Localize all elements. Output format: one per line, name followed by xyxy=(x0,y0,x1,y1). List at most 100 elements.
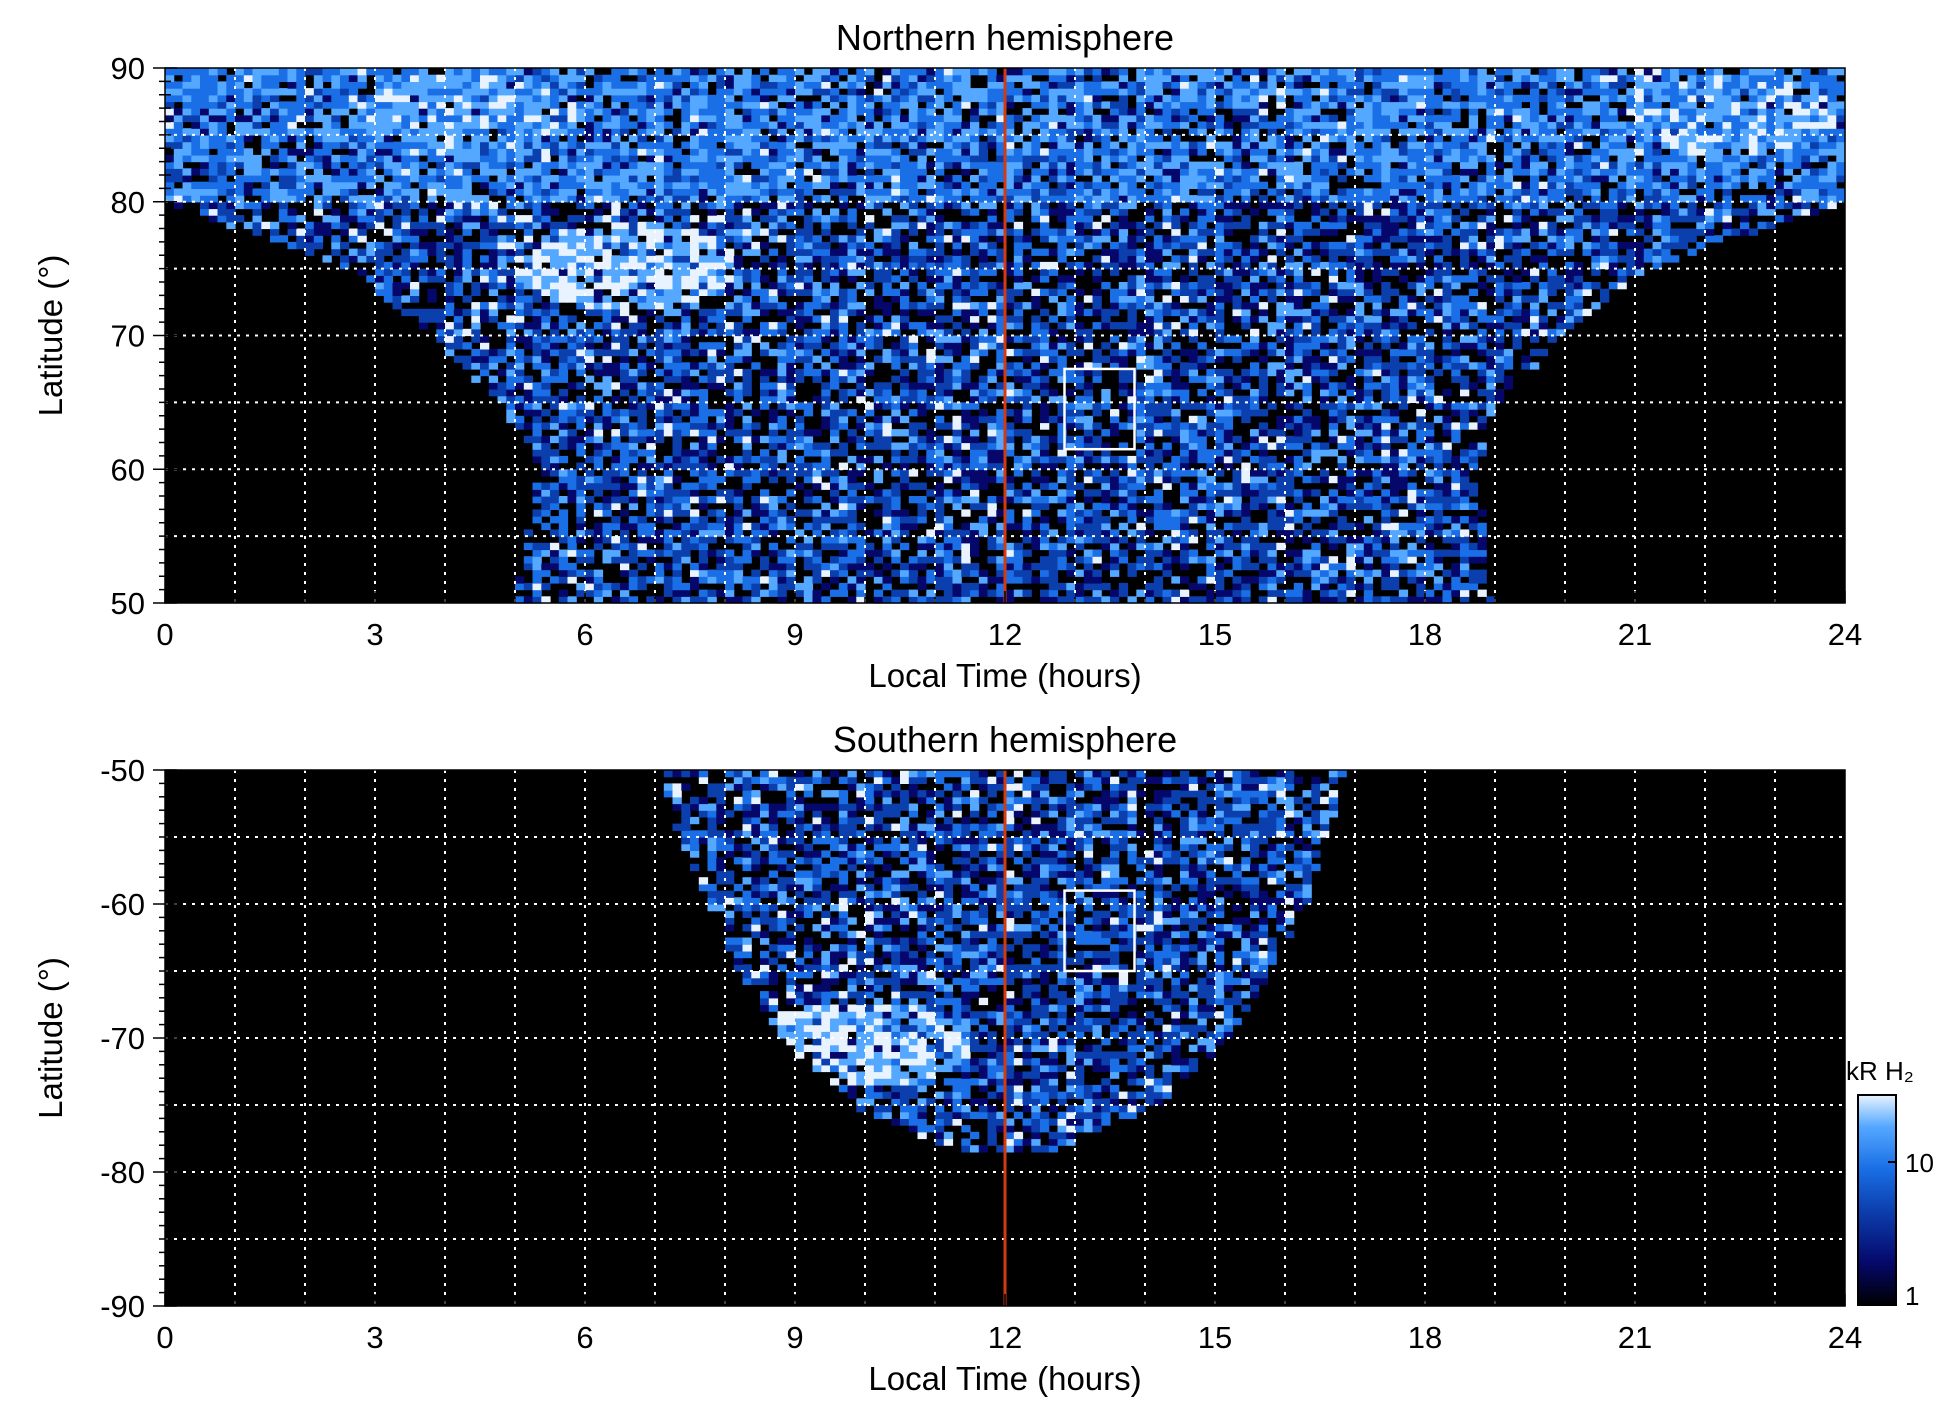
heatmap-cell xyxy=(611,221,621,230)
heatmap-cell xyxy=(1433,509,1444,517)
heatmap-cell xyxy=(1381,342,1391,350)
heatmap-cell xyxy=(611,335,621,343)
heatmap-cell xyxy=(313,235,324,243)
heatmap-cell xyxy=(978,569,989,577)
heatmap-cell xyxy=(541,335,551,343)
heatmap-cell xyxy=(1171,422,1181,430)
heatmap-cell xyxy=(768,261,779,270)
heatmap-cell xyxy=(1530,221,1540,230)
heatmap-cell xyxy=(663,295,674,303)
heatmap-cell xyxy=(768,295,779,303)
heatmap-cell xyxy=(1215,235,1225,243)
heatmap-cell xyxy=(987,462,997,470)
heatmap-cell xyxy=(1495,328,1505,337)
heatmap-cell xyxy=(1223,489,1234,497)
heatmap-cell xyxy=(1153,268,1164,276)
heatmap-cell xyxy=(1005,389,1015,397)
heatmap-cell xyxy=(550,275,560,283)
heatmap-cell xyxy=(1127,502,1137,510)
heatmap-cell xyxy=(602,475,612,484)
heatmap-cell xyxy=(1110,261,1120,270)
heatmap-cell xyxy=(777,556,787,564)
heatmap-cell xyxy=(497,261,507,270)
heatmap-cell xyxy=(1416,576,1426,584)
heatmap-cell xyxy=(733,395,744,403)
heatmap-cell xyxy=(830,355,840,363)
heatmap-cell xyxy=(1433,228,1444,236)
heatmap-cell xyxy=(768,228,779,236)
heatmap-cell xyxy=(1136,536,1146,544)
heatmap-cell xyxy=(1022,395,1032,403)
heatmap-cell xyxy=(742,536,752,544)
heatmap-cell xyxy=(602,389,612,397)
heatmap-cell xyxy=(1547,275,1557,283)
heatmap-cell xyxy=(1390,576,1400,584)
heatmap-cell xyxy=(1241,402,1251,410)
heatmap-cell xyxy=(602,529,612,537)
heatmap-cell xyxy=(943,348,954,357)
heatmap-cell xyxy=(672,569,682,577)
heatmap-cell xyxy=(1407,362,1417,370)
heatmap-cell xyxy=(1136,355,1146,363)
heatmap-cell xyxy=(628,235,639,243)
heatmap-cell xyxy=(1398,435,1409,444)
heatmap-cell xyxy=(961,261,971,270)
heatmap-cell xyxy=(742,228,752,236)
heatmap-cell xyxy=(1372,596,1382,604)
heatmap-cell xyxy=(1215,382,1225,390)
heatmap-cell xyxy=(1460,382,1470,390)
heatmap-cell xyxy=(1416,429,1426,437)
heatmap-cell xyxy=(523,422,534,430)
heatmap-cell xyxy=(777,549,787,557)
heatmap-cell xyxy=(1040,288,1050,296)
heatmap-cell xyxy=(445,228,455,236)
heatmap-cell xyxy=(637,328,647,337)
heatmap-cell xyxy=(567,475,577,484)
heatmap-cell xyxy=(628,282,639,290)
heatmap-cell xyxy=(1241,368,1251,377)
heatmap-cell xyxy=(970,536,980,544)
heatmap-cell xyxy=(1460,562,1470,571)
heatmap-cell xyxy=(1363,375,1374,383)
heatmap-cell xyxy=(978,328,989,337)
heatmap-cell xyxy=(523,295,534,303)
heatmap-cell xyxy=(436,335,446,343)
heatmap-cell xyxy=(672,368,682,377)
heatmap-cell xyxy=(646,382,656,390)
heatmap-cell xyxy=(1320,449,1330,457)
heatmap-cell xyxy=(803,556,814,564)
heatmap-cell xyxy=(1092,422,1102,430)
heatmap-cell xyxy=(1311,368,1321,377)
heatmap-cell xyxy=(900,542,910,551)
heatmap-cell xyxy=(935,415,945,424)
heatmap-cell xyxy=(838,302,849,310)
heatmap-cell xyxy=(506,335,516,343)
heatmap-cell xyxy=(515,215,525,223)
heatmap-cell xyxy=(1451,469,1461,477)
heatmap-cell xyxy=(812,516,822,524)
heatmap-cell xyxy=(847,529,857,537)
heatmap-cell xyxy=(611,435,621,444)
heatmap-cell xyxy=(1477,342,1487,350)
heatmap-cell xyxy=(1075,241,1085,250)
heatmap-cell xyxy=(961,302,971,310)
heatmap-cell xyxy=(1302,221,1312,230)
heatmap-cell xyxy=(541,362,551,370)
heatmap-cell xyxy=(628,496,639,504)
heatmap-cell xyxy=(690,522,700,531)
heatmap-cell xyxy=(1232,522,1242,531)
heatmap-cell xyxy=(655,255,665,263)
heatmap-cell xyxy=(1600,241,1610,250)
heatmap-cell xyxy=(1057,335,1067,343)
heatmap-cell xyxy=(1066,562,1076,571)
heatmap-cell xyxy=(768,328,779,337)
heatmap-cell xyxy=(935,489,945,497)
heatmap-cell xyxy=(838,542,849,551)
heatmap-cell xyxy=(1022,435,1032,444)
heatmap-cell xyxy=(882,415,892,424)
heatmap-cell xyxy=(856,228,866,236)
heatmap-cell xyxy=(655,496,665,504)
heatmap-cell xyxy=(1188,241,1199,250)
heatmap-cell xyxy=(558,596,569,604)
heatmap-cell xyxy=(830,282,840,290)
